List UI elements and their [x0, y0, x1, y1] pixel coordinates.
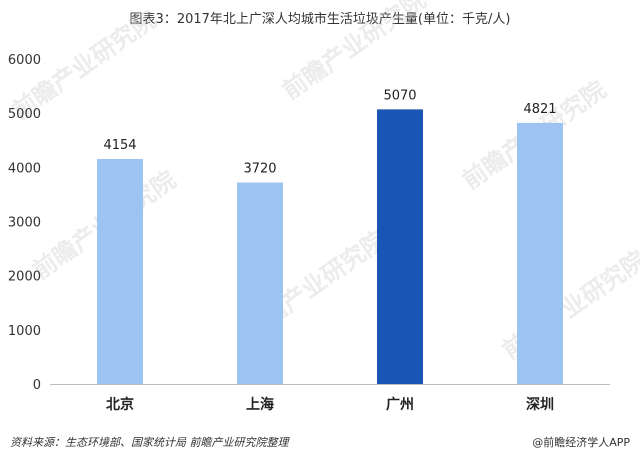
bar-4 — [517, 122, 563, 385]
brand-credit: @前瞻经济学人APP — [532, 436, 630, 449]
x-category-label: 上海 — [246, 396, 274, 413]
y-tick-label: 0 — [33, 378, 41, 393]
data-labels: 4154 3720 5070 4821 — [103, 88, 556, 176]
y-tick-label: 5000 — [8, 107, 41, 122]
category-labels: 北京 上海 广州 深圳 — [106, 396, 554, 413]
data-label: 4821 — [523, 102, 556, 117]
bar-2 — [237, 182, 283, 384]
data-label: 4154 — [103, 138, 136, 153]
x-category-label: 深圳 — [526, 396, 554, 413]
y-tick-label: 1000 — [8, 324, 41, 339]
data-label: 3720 — [243, 162, 276, 177]
bar-3 — [377, 109, 423, 384]
data-label: 5070 — [383, 88, 416, 103]
chart-title: 图表3：2017年北上广深人均城市生活垃圾产生量(单位：千克/人) — [129, 12, 511, 27]
y-axis-ticks: 0 1000 2000 3000 4000 5000 6000 — [8, 53, 41, 393]
source-note: 资料来源：生态环境部、国家统计局 前瞻产业研究院整理 — [10, 436, 289, 449]
y-tick-label: 2000 — [8, 270, 41, 285]
y-tick-label: 6000 — [8, 53, 41, 68]
bar-1 — [97, 158, 143, 384]
x-category-label: 广州 — [386, 396, 414, 413]
bars — [97, 109, 563, 385]
x-category-label: 北京 — [106, 396, 134, 413]
y-tick-label: 3000 — [8, 216, 41, 231]
y-tick-label: 4000 — [8, 161, 41, 176]
